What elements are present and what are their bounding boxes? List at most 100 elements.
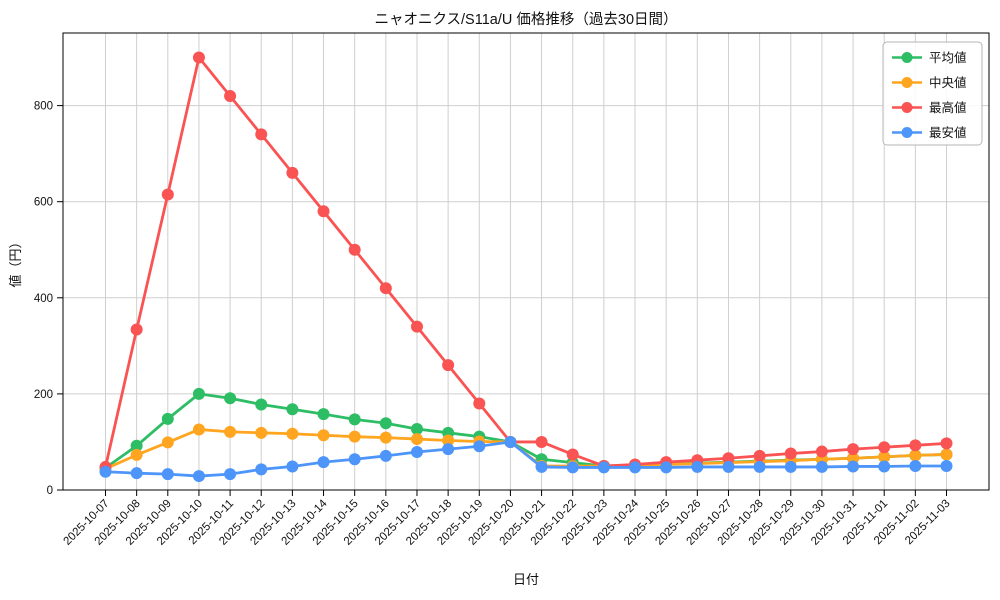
marker-min-22 bbox=[784, 460, 797, 473]
marker-max-3 bbox=[192, 51, 205, 64]
marker-min-0 bbox=[99, 465, 112, 478]
marker-min-24 bbox=[847, 460, 860, 473]
marker-min-13 bbox=[504, 435, 517, 448]
marker-median-25 bbox=[878, 450, 891, 463]
marker-median-11 bbox=[442, 434, 455, 447]
marker-max-4 bbox=[224, 89, 237, 102]
marker-min-21 bbox=[753, 460, 766, 473]
marker-max-9 bbox=[379, 282, 392, 295]
marker-min-6 bbox=[286, 460, 299, 473]
marker-median-4 bbox=[224, 425, 237, 438]
marker-max-22 bbox=[784, 447, 797, 460]
marker-min-10 bbox=[410, 446, 423, 459]
marker-average-9 bbox=[379, 417, 392, 430]
series-line-max bbox=[104, 56, 947, 468]
legend-box bbox=[882, 41, 983, 146]
marker-min-19 bbox=[691, 460, 704, 473]
marker-min-12 bbox=[473, 440, 486, 453]
marker-average-5 bbox=[255, 398, 268, 411]
marker-average-4 bbox=[224, 392, 237, 405]
marker-min-9 bbox=[379, 449, 392, 462]
y-tick-label-0: 0 bbox=[47, 485, 53, 497]
marker-max-14 bbox=[535, 435, 548, 448]
marker-max-5 bbox=[255, 128, 268, 141]
marker-max-6 bbox=[286, 166, 299, 179]
marker-max-11 bbox=[442, 359, 455, 372]
marker-max-27 bbox=[940, 437, 953, 450]
marker-max-25 bbox=[878, 441, 891, 454]
marker-max-20 bbox=[722, 452, 735, 465]
plot-border bbox=[62, 32, 990, 491]
y-axis-label: 値（円） bbox=[8, 235, 23, 287]
marker-median-2 bbox=[161, 436, 174, 449]
marker-average-1 bbox=[130, 439, 143, 452]
series-max bbox=[99, 51, 953, 473]
marker-min-20 bbox=[722, 460, 735, 473]
legend-label-median: 中央値 bbox=[929, 75, 967, 90]
marker-max-21 bbox=[753, 449, 766, 462]
marker-min-7 bbox=[317, 456, 330, 469]
legend-item-median: 中央値 bbox=[892, 75, 967, 90]
marker-median-7 bbox=[317, 429, 330, 442]
legend-label-max: 最高値 bbox=[929, 100, 967, 115]
legend-marker-min bbox=[901, 127, 913, 138]
marker-min-18 bbox=[660, 461, 673, 474]
legend-label-min: 最安値 bbox=[929, 125, 967, 140]
marker-median-10 bbox=[410, 433, 423, 446]
marker-average-3 bbox=[192, 387, 205, 400]
legend-label-average: 平均値 bbox=[929, 50, 967, 65]
marker-average-2 bbox=[161, 412, 174, 425]
marker-max-7 bbox=[317, 205, 330, 218]
series-min bbox=[99, 435, 953, 483]
marker-min-26 bbox=[909, 459, 922, 472]
marker-max-2 bbox=[161, 188, 174, 201]
marker-median-3 bbox=[192, 423, 205, 436]
marker-max-24 bbox=[847, 443, 860, 456]
legend-marker-median bbox=[901, 77, 913, 88]
marker-median-6 bbox=[286, 427, 299, 440]
marker-min-8 bbox=[348, 453, 361, 466]
marker-average-7 bbox=[317, 408, 330, 421]
chart-title: ニャオニクス/S11a/U 価格推移（過去30日間） bbox=[374, 11, 677, 28]
marker-min-1 bbox=[130, 467, 143, 480]
marker-max-1 bbox=[130, 323, 143, 336]
marker-max-12 bbox=[473, 397, 486, 410]
marker-min-17 bbox=[629, 461, 642, 474]
y-tick-label-4: 800 bbox=[34, 101, 53, 113]
marker-min-11 bbox=[442, 443, 455, 456]
legend-marker-average bbox=[901, 52, 913, 63]
marker-min-3 bbox=[192, 470, 205, 483]
marker-min-16 bbox=[597, 461, 610, 474]
marker-median-8 bbox=[348, 430, 361, 443]
marker-median-1 bbox=[130, 448, 143, 461]
marker-max-15 bbox=[566, 448, 579, 461]
marker-min-15 bbox=[566, 461, 579, 474]
marker-max-10 bbox=[410, 320, 423, 333]
legend-marker-max bbox=[901, 102, 913, 113]
y-tick-label-1: 200 bbox=[34, 389, 53, 401]
marker-median-26 bbox=[909, 449, 922, 462]
marker-average-10 bbox=[410, 422, 423, 435]
y-tick-label-3: 600 bbox=[34, 197, 53, 209]
marker-min-2 bbox=[161, 468, 174, 481]
marker-median-9 bbox=[379, 431, 392, 444]
marker-average-8 bbox=[348, 413, 361, 426]
y-tick-label-2: 400 bbox=[34, 293, 53, 305]
legend-item-min: 最安値 bbox=[892, 125, 967, 140]
marker-min-4 bbox=[224, 468, 237, 481]
legend-item-max: 最高値 bbox=[892, 100, 967, 115]
legend-item-average: 平均値 bbox=[892, 50, 967, 65]
marker-max-23 bbox=[815, 445, 828, 458]
marker-min-27 bbox=[940, 459, 953, 472]
marker-min-5 bbox=[255, 463, 268, 476]
marker-min-14 bbox=[535, 460, 548, 473]
series-line-min bbox=[105, 440, 947, 478]
marker-median-27 bbox=[940, 448, 953, 461]
x-axis-label: 日付 bbox=[513, 572, 539, 587]
marker-median-5 bbox=[255, 426, 268, 439]
marker-min-23 bbox=[815, 460, 828, 473]
marker-min-25 bbox=[878, 460, 891, 473]
